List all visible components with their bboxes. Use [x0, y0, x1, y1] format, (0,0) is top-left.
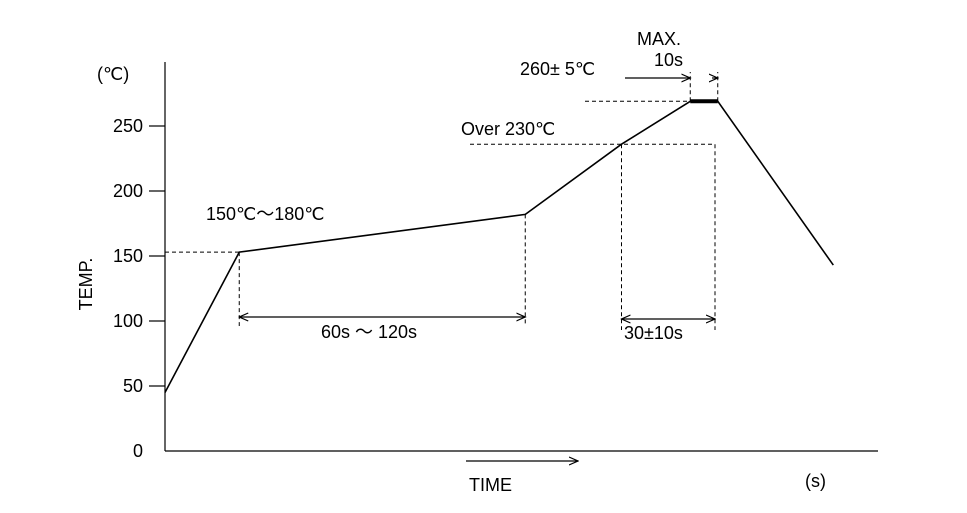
y-axis-title: TEMP. [76, 258, 96, 311]
peak-temp-label: 260± 5℃ [520, 59, 595, 79]
y-tick-label: 100 [113, 311, 143, 331]
series-layer [164, 99, 834, 393]
y-tick-label: 200 [113, 181, 143, 201]
preheat-time-label: 60s ～ 120s [321, 322, 417, 342]
peak-time-label: 10s [654, 50, 683, 70]
x-axis-title: TIME [469, 475, 512, 495]
dimension-arrows [239, 78, 718, 319]
peak-max-label: MAX. [637, 29, 681, 49]
y-axis-unit: (℃) [97, 64, 129, 84]
temperature-profile-line [164, 100, 834, 393]
over-230-time-label: 30±10s [624, 323, 683, 343]
y-tick-label: 250 [113, 116, 143, 136]
y-tick-label: 0 [133, 441, 143, 461]
y-ticks: 0 50 100 150 200 250 [113, 116, 165, 461]
y-tick-label: 50 [123, 376, 143, 396]
guide-lines [165, 72, 719, 330]
y-tick-label: 150 [113, 246, 143, 266]
preheat-label: 150℃～180℃ [206, 204, 325, 224]
x-axis-unit: (s) [805, 471, 826, 491]
over-230-label: Over 230℃ [461, 119, 555, 139]
